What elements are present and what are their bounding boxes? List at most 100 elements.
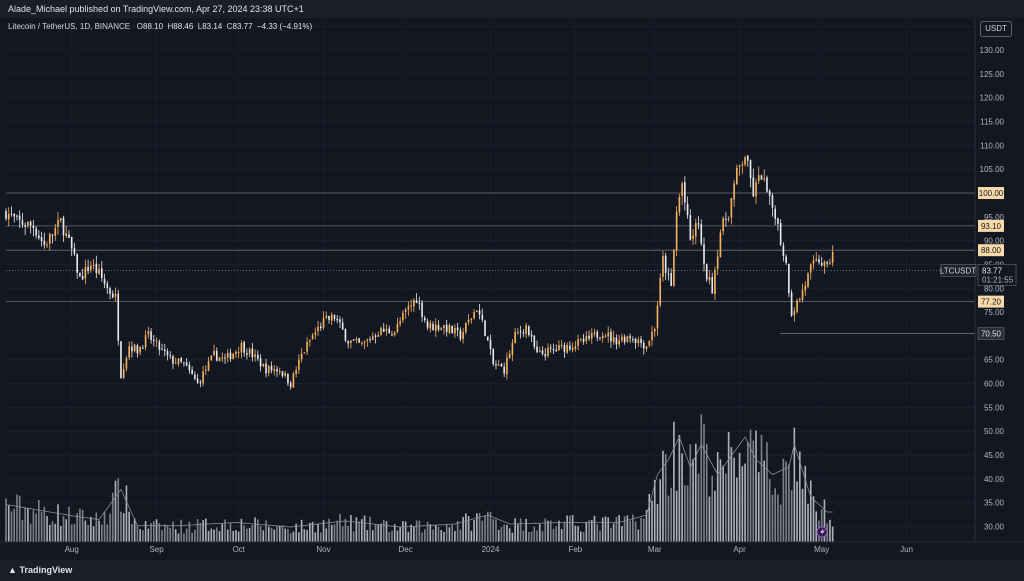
volume-bars: [5, 414, 834, 542]
candle-body: [492, 348, 495, 365]
volume-bar: [768, 479, 771, 542]
candle-body: [287, 373, 289, 384]
candle-body: [708, 277, 711, 281]
volume-bar: [566, 515, 568, 542]
volume-bar: [382, 519, 385, 542]
volume-bar: [142, 530, 144, 542]
volume-bar: [172, 521, 174, 542]
candle-body: [700, 224, 703, 244]
candle-body: [259, 358, 262, 367]
volume-bar: [678, 434, 681, 542]
lightning-icon[interactable]: [816, 526, 828, 538]
volume-bar: [81, 509, 84, 542]
volume-bar: [221, 524, 224, 542]
candle-body: [503, 366, 506, 374]
legend-low: 83.14: [202, 22, 223, 31]
volume-bar: [831, 526, 834, 542]
volume-bar: [393, 524, 396, 542]
candle-body: [150, 331, 152, 341]
candle-body: [355, 338, 358, 341]
candle-body: [300, 353, 303, 360]
candle-body: [820, 262, 823, 266]
volume-bar: [615, 517, 618, 542]
currency-badge[interactable]: USDT: [980, 21, 1012, 37]
candle-body: [27, 221, 29, 226]
candle-body: [610, 332, 612, 342]
candle-body: [462, 332, 464, 339]
time-axis[interactable]: Aug Sep Oct Nov Dec 2024 Feb Mar Apr May Jun: [0, 541, 1024, 554]
volume-bar: [289, 533, 292, 542]
volume-bar: [273, 529, 276, 542]
candle-body: [486, 336, 489, 341]
volume-bar: [358, 521, 360, 542]
volume-bar: [295, 523, 297, 542]
candle-body: [57, 219, 59, 227]
volume-bar: [681, 453, 683, 542]
candle-body: [248, 349, 251, 355]
candle-body: [128, 346, 130, 358]
volume-bar: [590, 519, 593, 542]
volume-bar: [18, 495, 21, 542]
volume-bar: [580, 531, 582, 542]
candle-body: [317, 326, 319, 332]
volume-bar: [399, 527, 401, 542]
legend-open: 88.10: [143, 22, 164, 31]
candle-body: [719, 232, 722, 258]
candle-body: [235, 351, 237, 354]
volume-bar: [451, 524, 453, 542]
candle-body: [265, 363, 267, 374]
volume-bar: [653, 480, 656, 542]
chart-canvas[interactable]: 30.00 35.00 40.00 45.00 50.00 55.00 60.00 65.00…: [0, 18, 1024, 560]
volume-bar: [443, 531, 445, 542]
candle-body: [692, 235, 694, 239]
volume-bar: [664, 453, 667, 542]
candle-body: [588, 335, 590, 339]
candle-body: [517, 332, 519, 334]
level-tag-box: [978, 295, 1004, 308]
candle-body: [298, 359, 300, 370]
volume-bar: [560, 529, 563, 542]
candle-body: [120, 341, 122, 379]
candle-body: [530, 334, 533, 337]
candle-body: [793, 311, 796, 316]
volume-bar: [246, 528, 248, 542]
volume-bar: [194, 529, 196, 542]
candle-body: [746, 155, 749, 161]
candle-body: [344, 328, 347, 341]
candle-body: [623, 336, 626, 343]
volume-bar: [21, 519, 24, 542]
volume-bar: [601, 517, 604, 542]
volume-bar: [150, 523, 152, 542]
volume-bar: [585, 521, 588, 542]
volume-bar: [371, 530, 374, 542]
candle-body: [651, 331, 653, 341]
volume-bar: [656, 504, 659, 542]
candle-body: [158, 341, 161, 350]
candle-body: [136, 345, 139, 354]
candle-body: [361, 343, 363, 345]
volume-ma-line: [5, 435, 833, 528]
volume-bar: [391, 530, 393, 542]
volume-bar: [62, 515, 65, 542]
candle-body: [642, 342, 645, 349]
candle-body: [16, 215, 18, 217]
volume-bar: [473, 519, 475, 542]
volume-bar: [114, 480, 117, 542]
tradingview-logo[interactable]: ▲ TradingView: [8, 565, 72, 575]
candle-body: [374, 335, 377, 337]
candle-body: [111, 293, 114, 298]
volume-bar: [798, 451, 801, 542]
volume-bar: [177, 533, 180, 542]
candle-body: [470, 318, 473, 320]
candle-body: [481, 314, 484, 320]
candle-body: [777, 218, 779, 224]
candle-body: [705, 264, 708, 280]
level-tag-text: 100.00: [979, 189, 1004, 198]
tv-logo-icon: ▲: [8, 565, 17, 575]
candle-body: [727, 218, 730, 220]
candle-body: [812, 260, 815, 264]
candle-body: [612, 337, 615, 343]
candle-body: [771, 195, 774, 208]
candle-body: [90, 265, 92, 271]
y-tick-label: 115.00: [980, 118, 1004, 127]
